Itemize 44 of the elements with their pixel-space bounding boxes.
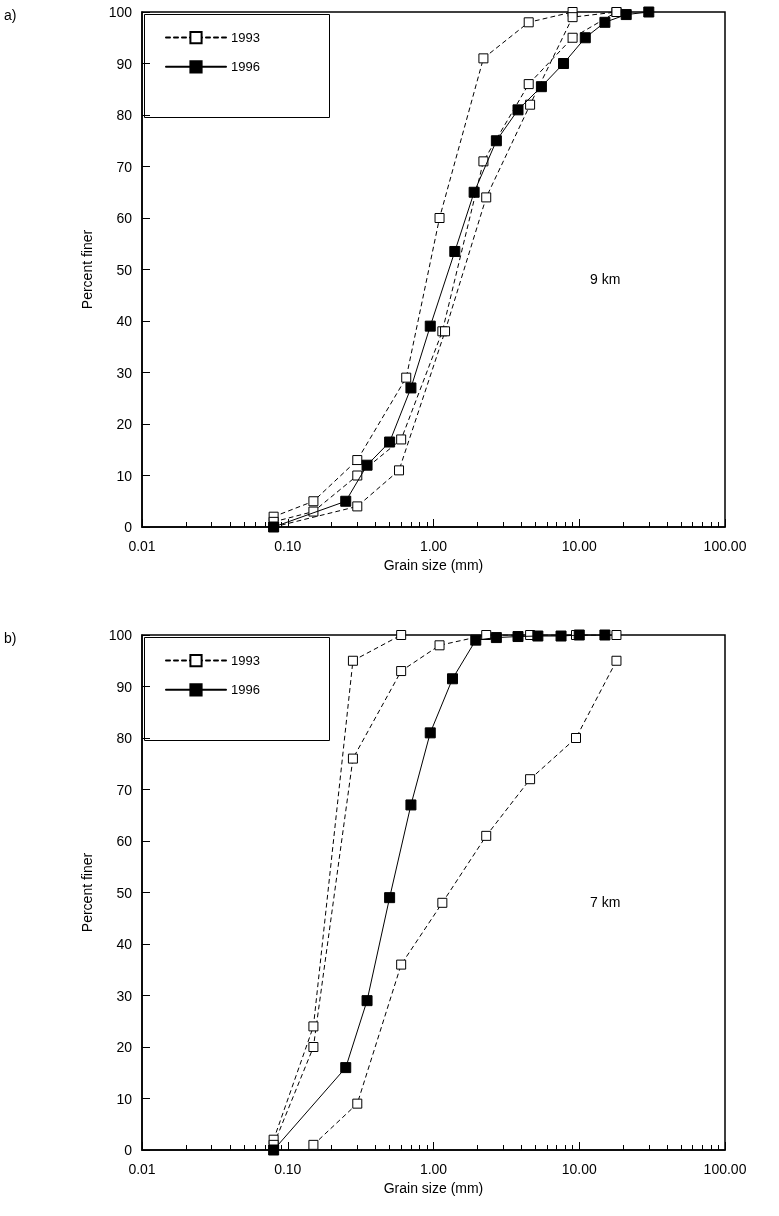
y-tick-label: 70 — [116, 158, 133, 175]
y-tick-label: 90 — [116, 678, 133, 695]
x-tick-label: 0.01 — [128, 538, 156, 554]
y-tick-label: 0 — [124, 1142, 133, 1158]
y-axis-title: Percent finer — [79, 852, 95, 933]
y-tick-label: 50 — [116, 884, 133, 901]
x-tick-label: 1.00 — [419, 538, 448, 554]
y-tick-label: 60 — [116, 210, 133, 226]
y-tick-label: 10 — [116, 1090, 133, 1107]
legend-label: 1993 — [231, 653, 260, 669]
text: b) — [4, 630, 17, 646]
x-tick-label: 10.00 — [561, 538, 597, 554]
y-tick-label: 30 — [116, 364, 133, 381]
y-tick-label: 50 — [116, 261, 133, 278]
y-axis-title: Percent finer — [79, 229, 95, 310]
legend-label: 1996 — [231, 59, 260, 75]
x-tick-label: 1.00 — [419, 1161, 448, 1177]
y-tick-label: 20 — [116, 416, 133, 432]
x-tick-label: 0.10 — [274, 538, 302, 554]
y-tick-label: 100 — [108, 4, 133, 20]
y-tick-label: 40 — [116, 936, 133, 952]
y-tick-label: 80 — [116, 107, 133, 123]
x-tick-label: 0.10 — [274, 1161, 302, 1177]
y-tick-label: 90 — [116, 55, 133, 72]
legend-label: 1996 — [231, 682, 260, 698]
y-tick-label: 70 — [116, 781, 133, 798]
x-tick-label: 10.00 — [561, 1161, 597, 1177]
legend-label: 1993 — [231, 30, 260, 46]
x-tick-label: 100.00 — [703, 1161, 747, 1177]
annotation: 9 km — [590, 271, 621, 287]
y-tick-label: 10 — [116, 467, 133, 484]
x-tick-label: 0.01 — [128, 1161, 156, 1177]
y-tick-label: 80 — [116, 730, 133, 746]
y-tick-label: 0 — [124, 519, 133, 535]
x-tick-label: 100.00 — [703, 538, 747, 554]
y-tick-label: 60 — [116, 833, 133, 849]
y-tick-label: 40 — [116, 313, 133, 329]
x-axis-title: Grain size (mm) — [383, 1179, 484, 1196]
y-tick-label: 20 — [116, 1039, 133, 1055]
y-tick-label: 100 — [108, 627, 133, 643]
y-tick-label: 30 — [116, 987, 133, 1004]
x-axis-title: Grain size (mm) — [383, 556, 484, 573]
text: a) — [4, 7, 17, 23]
annotation: 7 km — [590, 894, 621, 910]
